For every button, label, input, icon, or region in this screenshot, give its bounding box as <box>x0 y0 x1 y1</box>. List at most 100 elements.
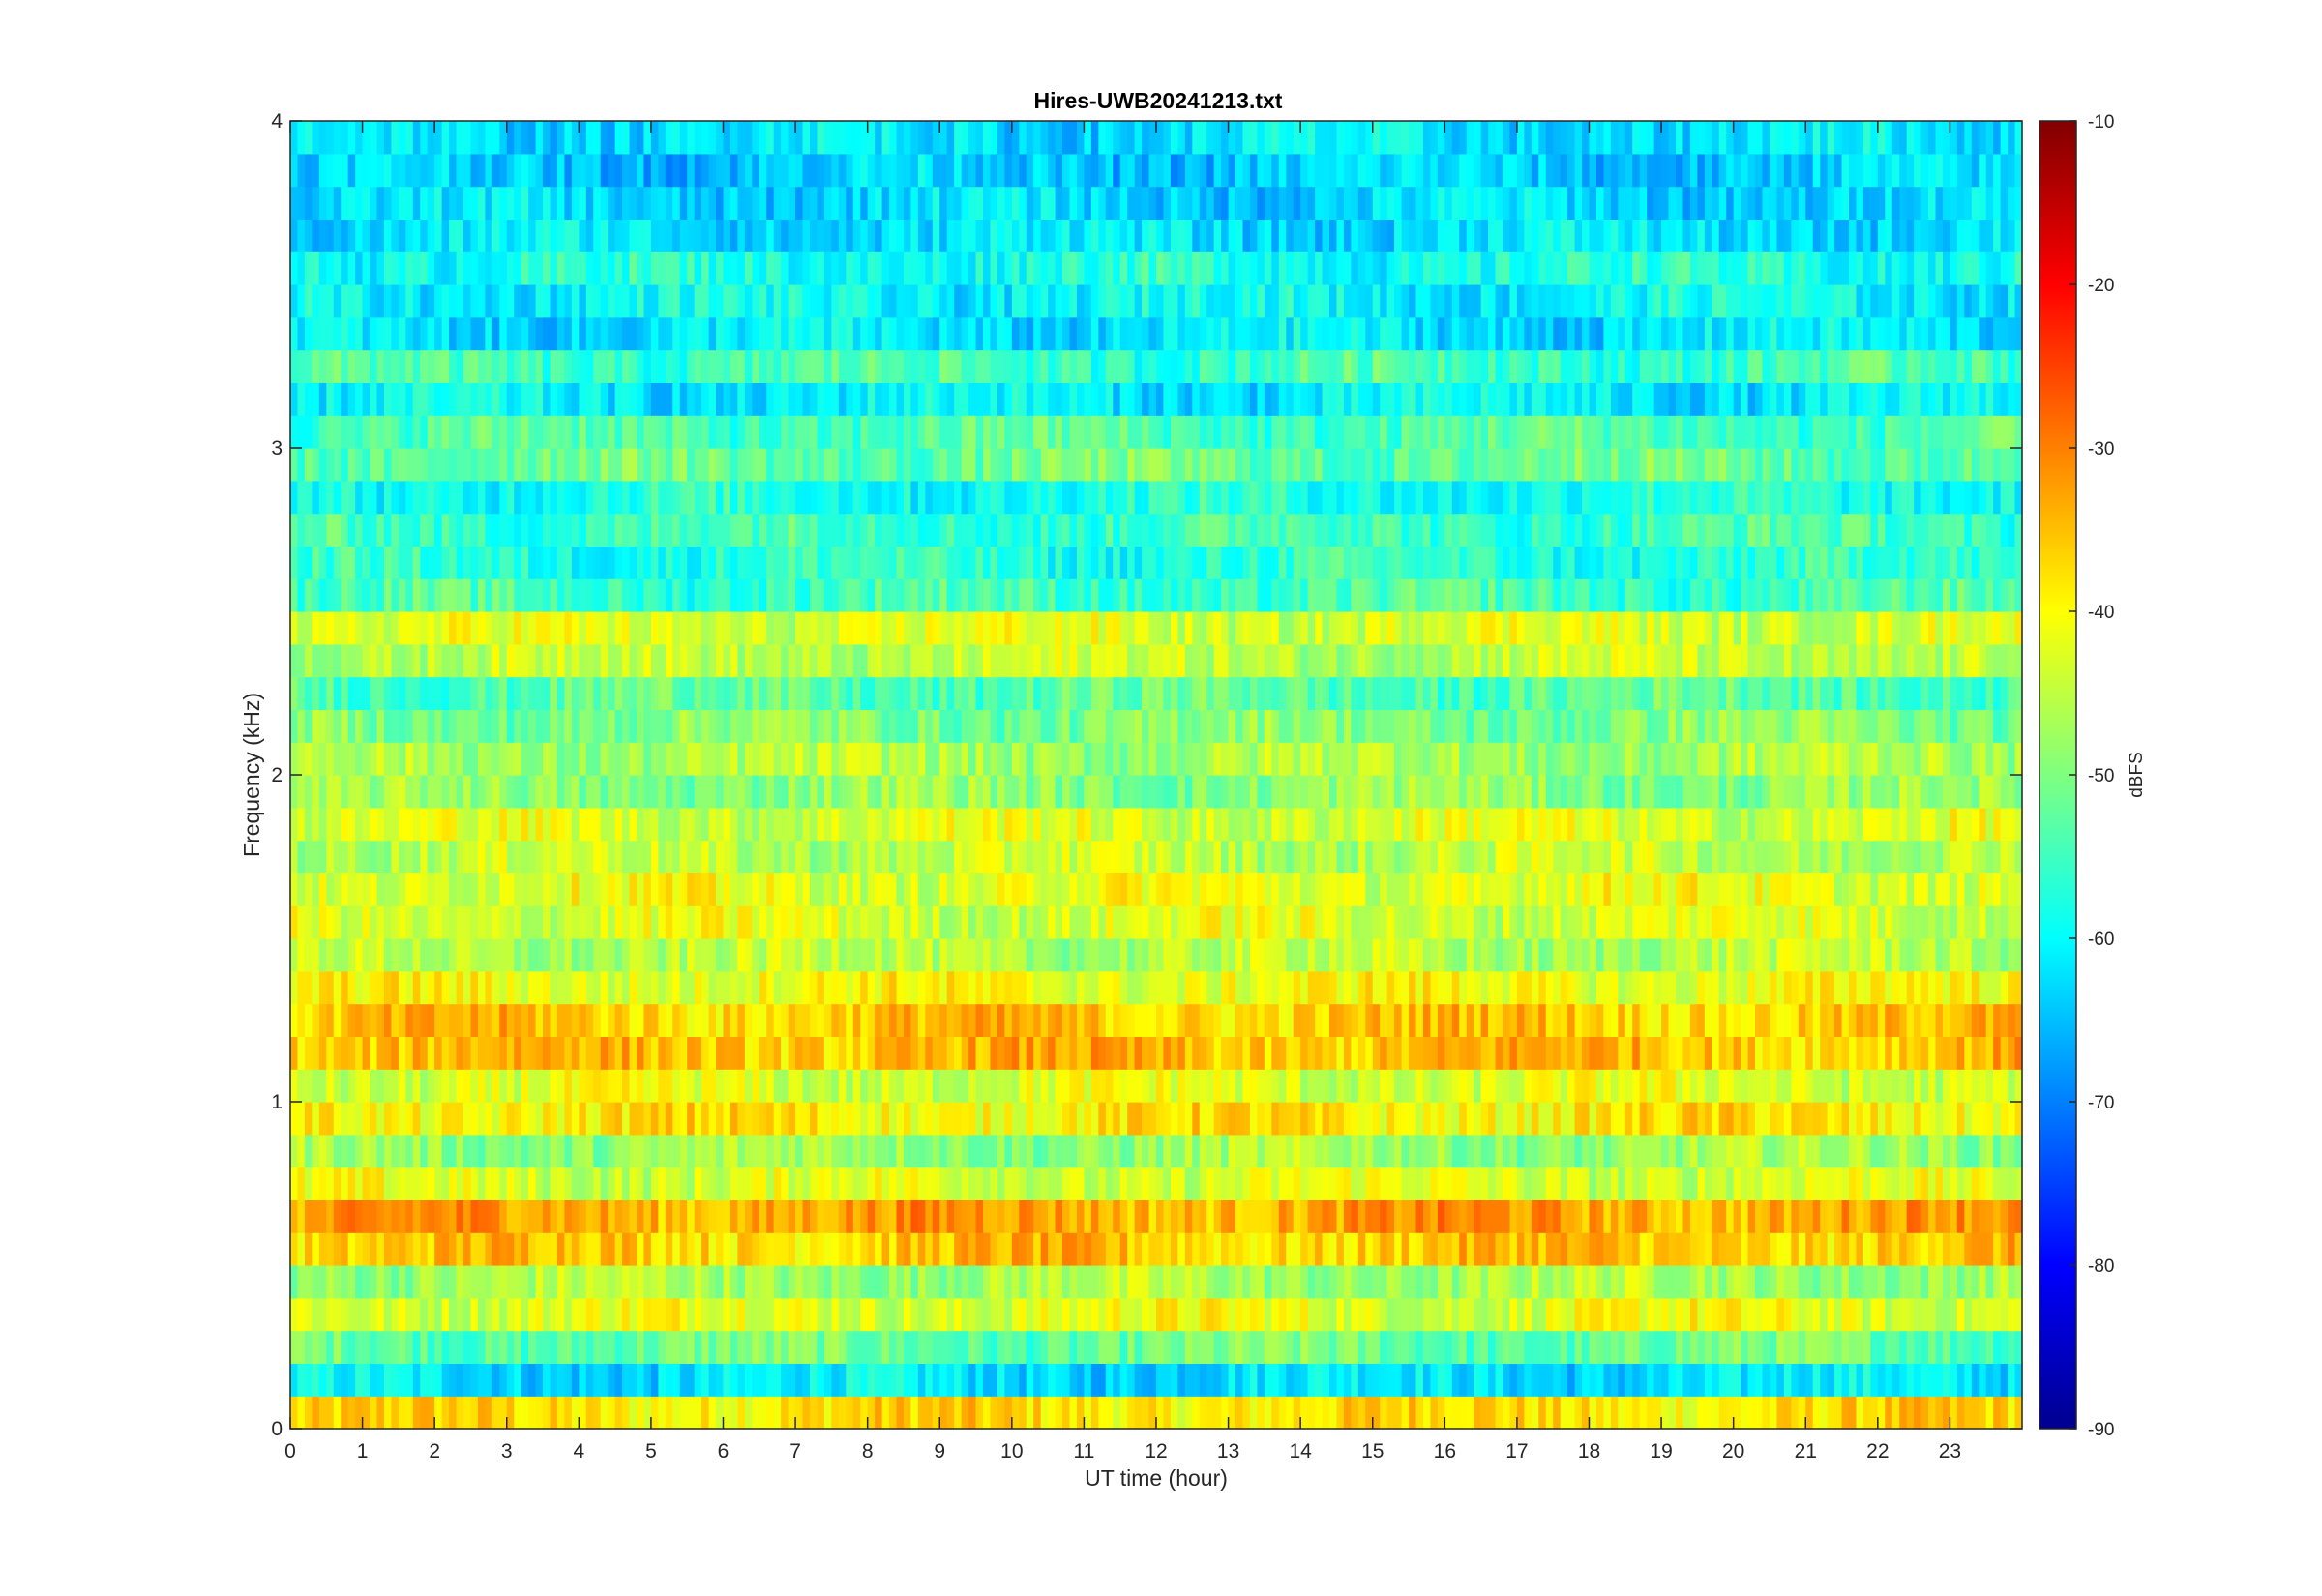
heatmap-cell <box>1184 742 1193 776</box>
heatmap-cell <box>1942 872 1951 906</box>
heatmap-cell <box>1069 1134 1078 1168</box>
heatmap-cell <box>1069 775 1078 809</box>
heatmap-cell <box>881 1003 890 1037</box>
heatmap-cell <box>1026 1330 1034 1364</box>
heatmap-cell <box>1148 775 1157 809</box>
heatmap-cell <box>491 1102 500 1136</box>
heatmap-cell <box>1459 970 1468 1005</box>
heatmap-cell <box>1610 807 1619 842</box>
heatmap-cell <box>593 1363 602 1397</box>
heatmap-cell <box>1676 1069 1684 1103</box>
heatmap-cell <box>1805 1003 1814 1037</box>
heatmap-cell <box>1098 1297 1107 1332</box>
heatmap-cell <box>1741 1297 1749 1332</box>
heatmap-cell <box>514 1134 522 1168</box>
heatmap-cell <box>1090 872 1099 906</box>
heatmap-cell <box>585 1003 594 1037</box>
heatmap-cell <box>1213 1036 1222 1070</box>
heatmap-cell <box>1019 1003 1027 1037</box>
heatmap-cell <box>1184 905 1193 939</box>
heatmap-cell <box>456 1003 464 1037</box>
heatmap-cell <box>1956 807 1965 842</box>
heatmap-cell <box>1841 1330 1850 1364</box>
heatmap-cell <box>312 1396 320 1430</box>
heatmap-cell <box>637 1199 645 1233</box>
heatmap-cell <box>1870 840 1879 873</box>
heatmap-cell <box>1315 1036 1324 1070</box>
heatmap-cell <box>1928 1069 1937 1103</box>
heatmap-cell <box>817 1069 825 1103</box>
heatmap-cell <box>687 1330 696 1364</box>
heatmap-cell <box>514 775 522 809</box>
heatmap-cell <box>1632 807 1641 842</box>
heatmap-cell <box>917 775 926 809</box>
heatmap-cell <box>1156 938 1165 972</box>
heatmap-cell <box>795 1134 804 1168</box>
heatmap-cell <box>1069 1003 1078 1037</box>
heatmap-cell <box>1791 1199 1800 1233</box>
heatmap-cell <box>550 1134 558 1168</box>
heatmap-cell <box>1142 872 1150 906</box>
heatmap-cell <box>543 1036 551 1070</box>
heatmap-cell <box>1278 840 1287 873</box>
heatmap-cell <box>1380 872 1388 906</box>
heatmap-cell <box>1769 1036 1778 1070</box>
heatmap-cell <box>716 1330 725 1364</box>
heatmap-cell <box>1170 1167 1178 1200</box>
heatmap-cell <box>1228 742 1236 776</box>
heatmap-cell <box>1307 1265 1316 1299</box>
heatmap-cell <box>1076 1069 1086 1103</box>
heatmap-cell <box>643 938 652 972</box>
heatmap-cell <box>1632 1232 1641 1266</box>
heatmap-cell <box>1474 1396 1482 1430</box>
heatmap-cell <box>427 1199 435 1233</box>
heatmap-cell <box>1040 1363 1049 1397</box>
heatmap-cell <box>1228 1396 1236 1430</box>
heatmap-cell <box>1553 1330 1562 1364</box>
heatmap-cell <box>290 807 299 842</box>
heatmap-cell <box>658 1167 667 1200</box>
heatmap-cell <box>852 1396 861 1430</box>
heatmap-cell <box>1647 1036 1655 1070</box>
heatmap-cell <box>391 742 400 776</box>
heatmap-cell <box>1113 742 1121 776</box>
heatmap-cell <box>1192 1330 1201 1364</box>
heatmap-cell <box>383 1003 393 1037</box>
heatmap-cell <box>370 807 378 842</box>
heatmap-cell <box>427 1330 435 1364</box>
heatmap-cell <box>1610 840 1619 873</box>
heatmap-cell <box>1993 1297 2002 1332</box>
heatmap-cell <box>1249 1134 1259 1168</box>
heatmap-cell <box>961 1330 969 1364</box>
heatmap-cell <box>477 1330 486 1364</box>
heatmap-cell <box>1942 1363 1951 1397</box>
heatmap-cell <box>1409 970 1417 1005</box>
heatmap-cell <box>1343 1232 1352 1266</box>
heatmap-cell <box>434 807 443 842</box>
heatmap-cell <box>1595 1069 1605 1103</box>
heatmap-cell <box>1755 970 1764 1005</box>
heatmap-cell <box>485 1134 493 1168</box>
heatmap-cell <box>1221 1102 1230 1136</box>
heatmap-cell <box>477 1003 486 1037</box>
heatmap-cell <box>881 807 890 842</box>
heatmap-cell <box>383 1297 393 1332</box>
heatmap-cell <box>838 1036 847 1070</box>
heatmap-cell <box>463 1102 472 1136</box>
heatmap-cell <box>441 1102 450 1136</box>
heatmap-cell <box>990 840 998 873</box>
heatmap-cell <box>1791 1134 1800 1168</box>
heatmap-cell <box>889 1297 898 1332</box>
heatmap-cell <box>1812 938 1821 972</box>
heatmap-cell <box>521 1363 529 1397</box>
heatmap-cell <box>658 970 667 1005</box>
heatmap-cell <box>838 1265 847 1299</box>
heatmap-cell <box>1798 1003 1806 1037</box>
heatmap-cell <box>1415 1102 1424 1136</box>
heatmap-cell <box>1603 1102 1612 1136</box>
heatmap-cell <box>355 1265 364 1299</box>
heatmap-cell <box>1142 840 1150 873</box>
heatmap-cell <box>1307 970 1316 1005</box>
heatmap-cell <box>1624 1134 1633 1168</box>
heatmap-cell <box>1437 1232 1445 1266</box>
